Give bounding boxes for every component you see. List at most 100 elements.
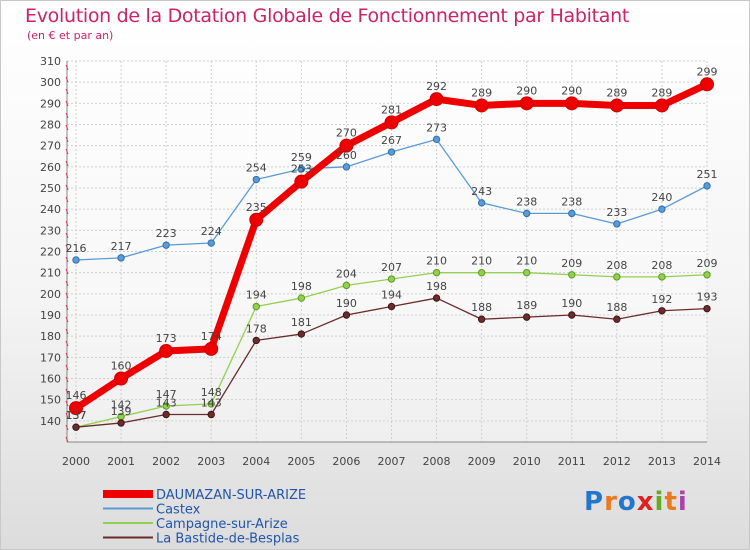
legend-label: Castex [156, 503, 201, 518]
data-label: 289 [471, 86, 492, 99]
data-point [387, 148, 396, 156]
legend: DAUMAZAN-SUR-ARIZECastexCampagne-sur-Ari… [103, 488, 306, 547]
y-axis-dash [65, 148, 69, 155]
y-axis-dash [65, 196, 69, 203]
data-label: 289 [651, 86, 672, 99]
data-label: 137 [66, 409, 87, 422]
data-point [162, 410, 170, 419]
legend-label: Campagne-sur-Arize [156, 517, 288, 532]
data-label: 142 [111, 399, 132, 412]
y-tick-label: 190 [40, 309, 61, 322]
x-tick-label: 2004 [242, 455, 270, 468]
y-axis-dash [65, 256, 69, 263]
data-label: 209 [697, 257, 718, 270]
data-label: 208 [606, 259, 627, 272]
data-label: 290 [561, 84, 582, 97]
data-point [568, 271, 576, 279]
data-point [252, 302, 260, 311]
y-axis-dash [65, 244, 69, 251]
y-axis-dash [65, 400, 69, 407]
data-point [387, 275, 396, 283]
data-label: 192 [651, 293, 672, 306]
x-tick-label: 2013 [648, 455, 676, 468]
data-point [703, 182, 711, 190]
data-point [613, 273, 621, 281]
y-tick-label: 170 [40, 351, 61, 364]
data-point [252, 175, 260, 184]
y-axis-dash [65, 436, 69, 443]
y-tick-label: 290 [40, 97, 61, 110]
y-tick-label: 200 [40, 288, 61, 301]
data-label: 181 [291, 316, 312, 329]
data-point [204, 341, 219, 356]
y-axis-dash [65, 88, 69, 95]
data-point [658, 273, 666, 281]
data-label: 251 [697, 168, 718, 181]
x-tick-label: 2000 [62, 455, 90, 468]
logo-letter: i [654, 487, 665, 517]
logo-letter: o [617, 487, 637, 517]
data-label: 188 [471, 301, 492, 314]
data-point [474, 98, 489, 113]
data-label: 190 [336, 297, 357, 310]
data-label: 299 [697, 65, 718, 78]
x-tick-label: 2002 [152, 455, 180, 468]
data-label: 253 [291, 163, 312, 176]
y-axis-dash [65, 268, 69, 275]
data-point [252, 336, 260, 345]
data-point [207, 400, 215, 408]
y-axis-dash [65, 184, 69, 191]
series-lines [69, 77, 714, 431]
chart-subtitle: (en € et par an) [27, 29, 114, 42]
y-axis-dash [65, 136, 69, 143]
x-tick-label: 2012 [603, 455, 631, 468]
legend-label: DAUMAZAN-SUR-ARIZE [156, 488, 306, 503]
data-point [114, 371, 129, 386]
data-label: 178 [246, 322, 267, 335]
data-label: 209 [561, 257, 582, 270]
data-point [568, 311, 576, 319]
y-axis-dash [65, 376, 69, 383]
x-tick-label: 2008 [423, 455, 451, 468]
legend-label: La Bastide-de-Besplas [156, 532, 300, 547]
data-point [519, 96, 534, 111]
data-point [387, 302, 396, 311]
data-point [297, 165, 306, 173]
data-point [69, 401, 83, 416]
data-label: 147 [156, 388, 177, 401]
chart-title: Evolution de la Dotation Globale de Fonc… [25, 5, 630, 27]
y-axis-dash [65, 232, 69, 239]
y-axis-dash [65, 160, 69, 167]
y-axis-dash [65, 424, 69, 431]
data-label: 216 [66, 242, 87, 255]
data-label: 207 [381, 261, 402, 274]
data-label: 238 [561, 195, 582, 208]
x-tick-label: 2007 [378, 455, 406, 468]
y-axis-dash [65, 364, 69, 371]
y-axis-dash [65, 100, 69, 107]
data-point [523, 209, 531, 218]
x-tick-label: 2009 [468, 455, 496, 468]
y-tick-label: 220 [40, 246, 61, 259]
data-point [658, 205, 666, 213]
x-tick-label: 2011 [558, 455, 586, 468]
y-tick-label: 260 [40, 161, 61, 174]
data-label: 273 [426, 121, 447, 134]
data-point [162, 402, 170, 410]
y-tick-label: 210 [40, 267, 61, 280]
data-label: 289 [606, 86, 627, 99]
y-axis-dash [65, 328, 69, 335]
data-label: 146 [66, 389, 87, 402]
y-axis-dash [65, 208, 69, 215]
data-point [658, 307, 666, 315]
axes: 1401501601701801902002102202302402502602… [40, 55, 721, 468]
y-axis-dash [65, 316, 69, 323]
y-axis-dash [65, 412, 69, 419]
data-label: 259 [291, 151, 312, 164]
data-point [613, 220, 621, 228]
data-point [432, 135, 441, 144]
data-label: 210 [516, 255, 537, 268]
data-label: 223 [156, 227, 177, 240]
